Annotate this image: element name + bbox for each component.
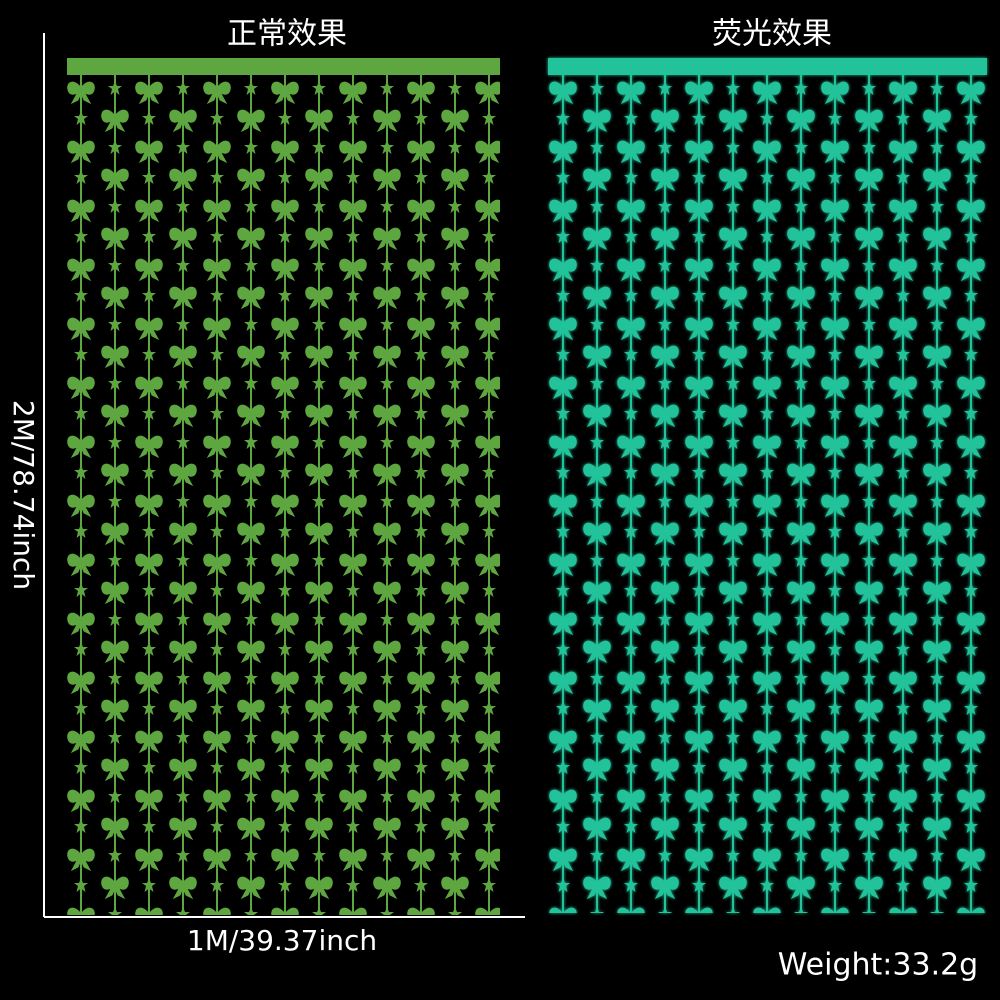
curtain-normal [67, 75, 500, 915]
curtain-glow [548, 75, 987, 913]
height-label: 2M/78.74inch [7, 400, 40, 590]
curtain-bar [67, 58, 500, 75]
panel-title: 荧光效果 [712, 17, 832, 52]
weight-label: Weight:33.2g [778, 948, 978, 983]
width-label: 1M/39.37inch [187, 924, 377, 957]
panel-title: 正常效果 [227, 17, 347, 52]
curtain-bar [548, 58, 987, 75]
